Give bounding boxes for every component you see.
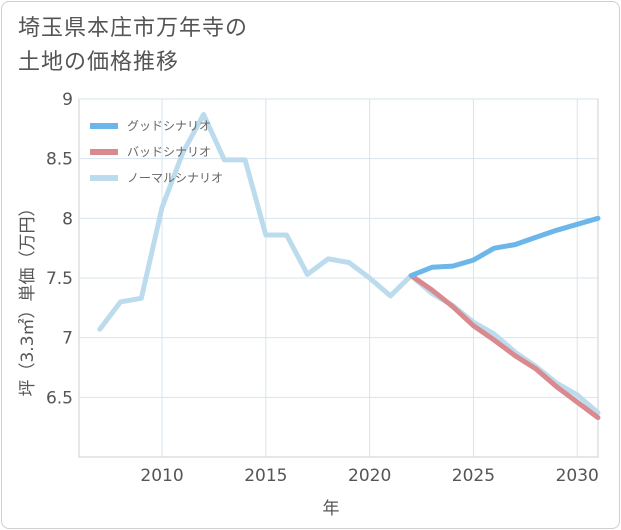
legend-label: グッドシナリオ [127,119,211,133]
series-line-1 [408,215,601,279]
x-tick-label: 2015 [244,466,287,486]
y-tick-label: 8.5 [46,150,73,170]
y-tick-label: 7.5 [46,269,73,289]
x-axis-label: 年 [323,499,340,519]
y-tick-label: 6.5 [46,388,73,408]
legend-label: バッドシナリオ [127,145,211,159]
tick-labels: 2010 2015 2020 2025 2030 6.5 7 7.5 8 8.5 9 [46,90,599,486]
x-tick-label: 2025 [452,466,495,486]
chart-title-line-2: 土地の価格推移 [18,50,180,75]
y-tick-label: 7 [62,329,73,349]
series-line-3 [97,112,601,416]
x-tick-label: 2020 [348,466,391,486]
y-tick-label: 8 [62,209,73,229]
y-axis-label: 坪（3.3㎡）単価（万円） [18,199,38,396]
series-line-2 [408,273,601,421]
legend-label: ノーマルシナリオ [127,171,223,185]
grid-lines [79,98,598,457]
series-lines [97,112,601,421]
x-tick-label: 2030 [556,466,599,486]
x-tick-label: 2010 [140,466,183,486]
y-tick-label: 9 [62,90,73,110]
chart-title: 埼玉県本庄市万年寺の 土地の価格推移 [18,12,248,80]
chart-title-line-1: 埼玉県本庄市万年寺の [18,16,249,41]
